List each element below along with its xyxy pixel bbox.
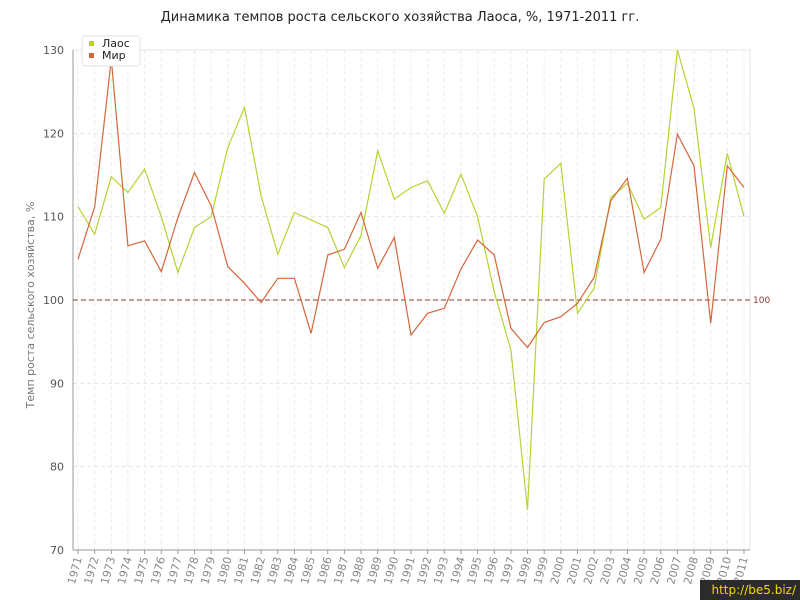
series-line-laos [77,49,745,511]
legend-label: Мир [102,49,126,62]
series-line-world [77,59,745,349]
legend-swatch [89,53,94,58]
y-tick-label: 80 [50,461,64,474]
y-tick-label: 70 [50,544,64,557]
y-tick-label: 100 [43,294,64,307]
legend-label: Лаос [102,37,130,50]
series-group [77,49,745,511]
reference-line-label: 100 [753,296,770,306]
chart-title: Динамика темпов роста сельского хозяйств… [160,10,640,25]
y-tick-label: 130 [43,44,64,57]
legend-swatch [89,41,94,46]
y-tick-label: 120 [43,127,64,140]
reference-line-group: 100 [73,296,770,306]
legend-box [81,35,141,67]
watermark-link[interactable]: http://be5.biz/ [700,580,800,600]
y-tick-label: 90 [50,377,64,390]
y-axis-label: Темп роста сельского хозяйства, % [24,202,37,410]
y-tick-label: 110 [43,211,64,224]
